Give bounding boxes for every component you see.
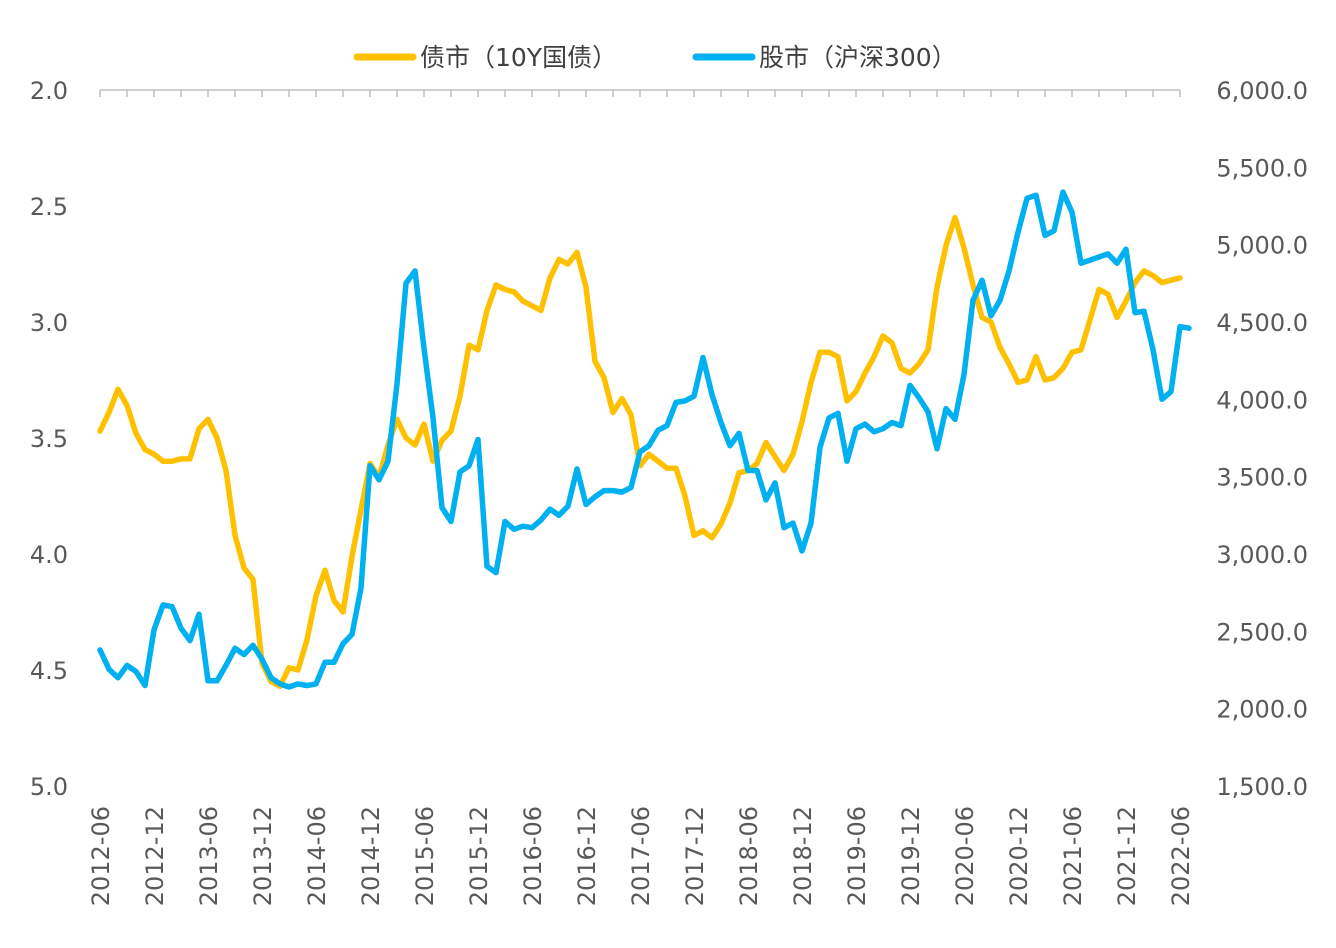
- x-tick-label: 2012-06: [87, 806, 115, 906]
- x-tick-label: 2015-12: [465, 806, 493, 906]
- x-tick-label: 2016-12: [573, 806, 601, 906]
- y-left-tick-label: 3.0: [30, 309, 68, 337]
- y-left-tick-label: 2.5: [30, 193, 68, 221]
- x-tick-label: 2019-06: [843, 806, 871, 906]
- y-right-tick-label: 1,500.0: [1216, 773, 1308, 801]
- x-tick-label: 2014-06: [303, 806, 331, 906]
- series-line-stock: [97, 189, 1192, 690]
- y-right-tick-label: 6,000.0: [1216, 77, 1308, 105]
- x-tick-label: 2021-06: [1059, 806, 1087, 906]
- y-left-tick-label: 4.0: [30, 541, 68, 569]
- x-tick-label: 2021-12: [1113, 806, 1141, 906]
- x-tick-label: 2017-12: [681, 806, 709, 906]
- axes: 2012-06 2012-12 2013-06 2013-12 2014-06 2014-…: [30, 77, 1308, 906]
- x-tick-label: 2019-12: [897, 806, 925, 906]
- series-layer: [97, 189, 1192, 690]
- y-right-tick-label: 4,500.0: [1216, 309, 1308, 337]
- y-left-tick-label: 4.5: [30, 657, 68, 685]
- y-right-tick-label: 2,500.0: [1216, 618, 1308, 646]
- x-tick-label: 2013-06: [195, 806, 223, 906]
- y-left-tick-label: 2.0: [30, 77, 68, 105]
- x-tick-label: 2020-12: [1005, 806, 1033, 906]
- y-right-tick-label: 2,000.0: [1216, 696, 1308, 724]
- x-tick-label: 2017-06: [627, 806, 655, 906]
- legend: 债市（10Y国债） 股市（沪深300）: [353, 43, 957, 72]
- x-tick-label: 2015-06: [411, 806, 439, 906]
- x-tick-label: 2018-12: [789, 806, 817, 906]
- y-right-tick-label: 3,000.0: [1216, 541, 1308, 569]
- y-right-tick-label: 4,000.0: [1216, 386, 1308, 414]
- y-right-tick-label: 5,500.0: [1216, 154, 1308, 182]
- x-tick-label: 2013-12: [249, 806, 277, 906]
- legend-label-stock: 股市（沪深300）: [759, 43, 957, 72]
- x-tick-label: 2018-06: [735, 806, 763, 906]
- x-tick-label: 2020-06: [951, 806, 979, 906]
- y-left-tick-label: 3.5: [30, 425, 68, 453]
- y-right-tick-label: 3,500.0: [1216, 464, 1308, 492]
- x-tick-label: 2014-12: [357, 806, 385, 906]
- legend-label-bond: 债市（10Y国债）: [420, 43, 617, 72]
- x-tick-label: 2016-06: [519, 806, 547, 906]
- y-right-tick-label: 5,000.0: [1216, 232, 1308, 260]
- y-left-tick-label: 5.0: [30, 773, 68, 801]
- x-tick-label: 2022-06: [1167, 806, 1195, 906]
- x-tick-label: 2012-12: [141, 806, 169, 906]
